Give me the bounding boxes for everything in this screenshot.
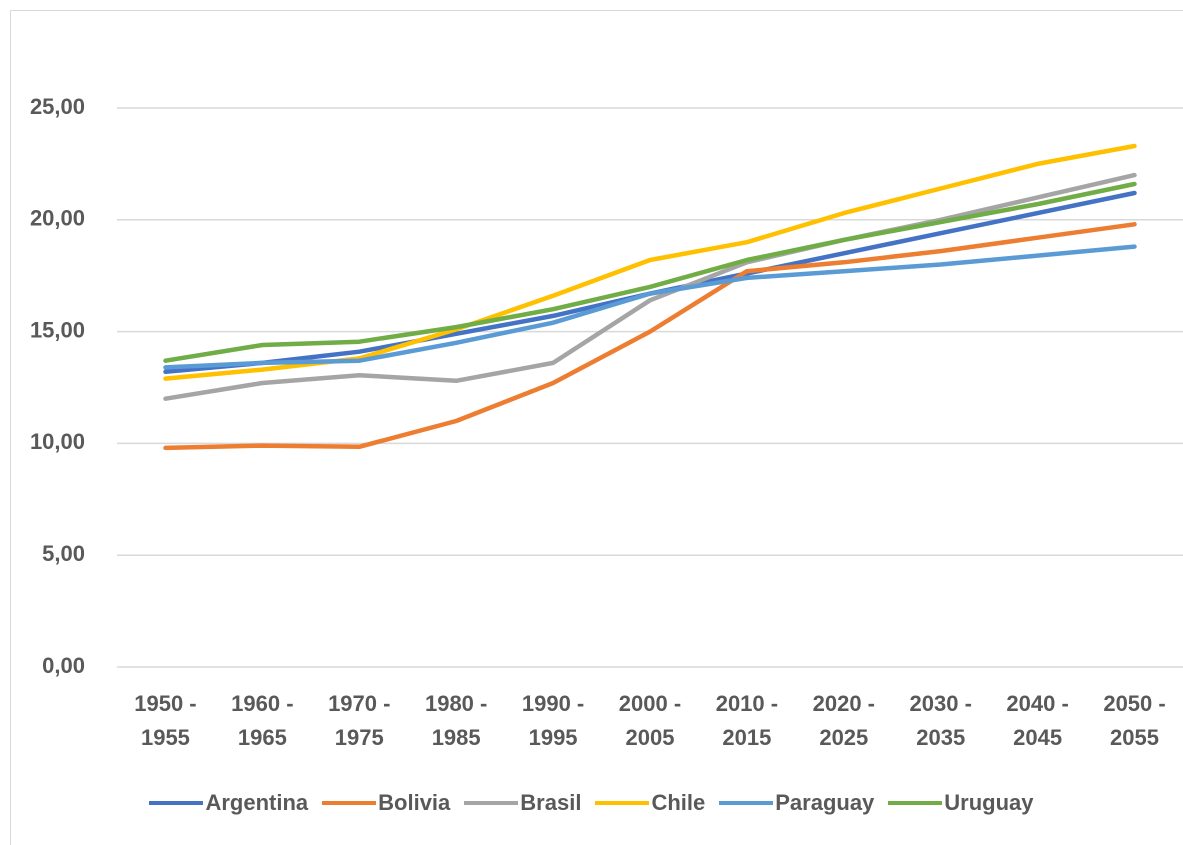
series-line	[163, 172, 1137, 401]
legend-label: Uruguay	[944, 790, 1034, 815]
legend-item: Brasil	[464, 790, 581, 816]
x-tick-label: 2040 - 2045	[1006, 691, 1069, 750]
legend-swatch	[719, 801, 774, 805]
y-tick-label: 0,00	[42, 653, 85, 678]
legend-label: Argentina	[205, 790, 309, 815]
x-tick-label: 1970 - 1975	[328, 691, 391, 750]
legend: Argentina Bolivia Brasil Chile Paraguay Urugu…	[0, 790, 1183, 816]
y-tick-label: 5,00	[42, 541, 85, 566]
legend-swatch	[322, 801, 377, 805]
x-tick-label: 2020 - 2025	[812, 691, 875, 750]
x-tick-label: 1950 - 1955	[134, 691, 197, 750]
legend-item: Bolivia	[322, 790, 450, 816]
legend-item: Chile	[595, 790, 705, 816]
legend-swatch	[888, 801, 943, 805]
x-tick-label: 2000 - 2005	[618, 691, 682, 750]
x-tick-label: 1960 - 1965	[231, 691, 294, 750]
y-tick-label: 20,00	[30, 206, 85, 231]
x-tick-label: 2050 - 2055	[1103, 691, 1166, 750]
series-line	[163, 181, 1137, 363]
legend-label: Brasil	[520, 790, 582, 815]
series-line	[163, 222, 1137, 451]
x-tick-label: 1990 - 1995	[521, 691, 585, 750]
legend-swatch	[464, 801, 519, 805]
y-tick-label: 15,00	[30, 317, 85, 342]
legend-label: Chile	[651, 790, 706, 815]
legend-label: Bolivia	[378, 790, 451, 815]
y-tick-label: 25,00	[30, 94, 85, 119]
legend-item: Uruguay	[888, 790, 1034, 816]
y-tick-label: 10,00	[30, 429, 85, 454]
legend-swatch	[595, 801, 650, 805]
x-tick-label: 1980 - 1985	[424, 691, 488, 750]
chart-border	[10, 10, 1183, 845]
x-tick-label: 2010 - 2015	[715, 691, 779, 750]
series-line	[163, 244, 1137, 370]
legend-swatch	[149, 801, 204, 805]
legend-item: Paraguay	[719, 790, 874, 816]
x-tick-label: 2030 - 2035	[909, 691, 972, 750]
legend-item: Argentina	[149, 790, 308, 816]
legend-label: Paraguay	[775, 790, 875, 815]
